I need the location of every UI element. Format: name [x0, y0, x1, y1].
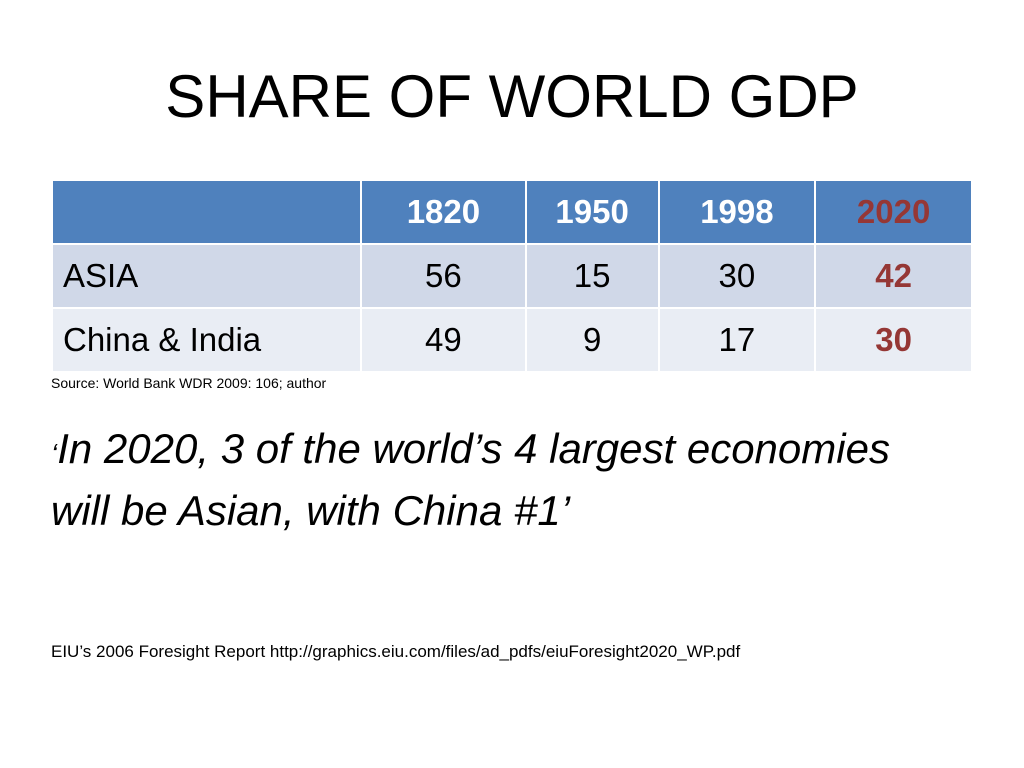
table-cell: 15 [524, 243, 660, 309]
header-cell-empty [50, 179, 363, 245]
table-cell: 9 [524, 307, 660, 373]
table-cell: 49 [360, 307, 527, 373]
row-label-asia: ASIA [50, 243, 363, 309]
slide-title: SHARE OF WORLD GDP [165, 63, 859, 130]
table-header-row: 1820 1950 1998 2020 [50, 179, 973, 245]
table-cell: 56 [360, 243, 527, 309]
table-cell-highlight: 42 [814, 243, 973, 309]
source-note: Source: World Bank WDR 2009: 106; author [51, 375, 327, 391]
header-cell-2020: 2020 [814, 179, 973, 245]
header-cell-1998: 1998 [657, 179, 817, 245]
row-label-china-india: China & India [50, 307, 363, 373]
table-cell-highlight: 30 [814, 307, 973, 373]
table-row: China & India 49 9 17 30 [50, 307, 973, 373]
table-row: ASIA 56 15 30 42 [50, 243, 973, 309]
table-cell: 17 [657, 307, 817, 373]
quote-text: In 2020, 3 of the world’s 4 largest econ… [51, 425, 890, 534]
table-cell: 30 [657, 243, 817, 309]
gdp-share-table: 1820 1950 1998 2020 ASIA 56 15 30 42 Chi… [50, 179, 973, 373]
reference-note: EIU’s 2006 Foresight Report http://graph… [51, 642, 741, 661]
header-cell-1950: 1950 [524, 179, 660, 245]
quote: ‘In 2020, 3 of the world’s 4 largest eco… [51, 420, 931, 539]
header-cell-1820: 1820 [360, 179, 527, 245]
quote-open-mark: ‘ [51, 438, 58, 469]
